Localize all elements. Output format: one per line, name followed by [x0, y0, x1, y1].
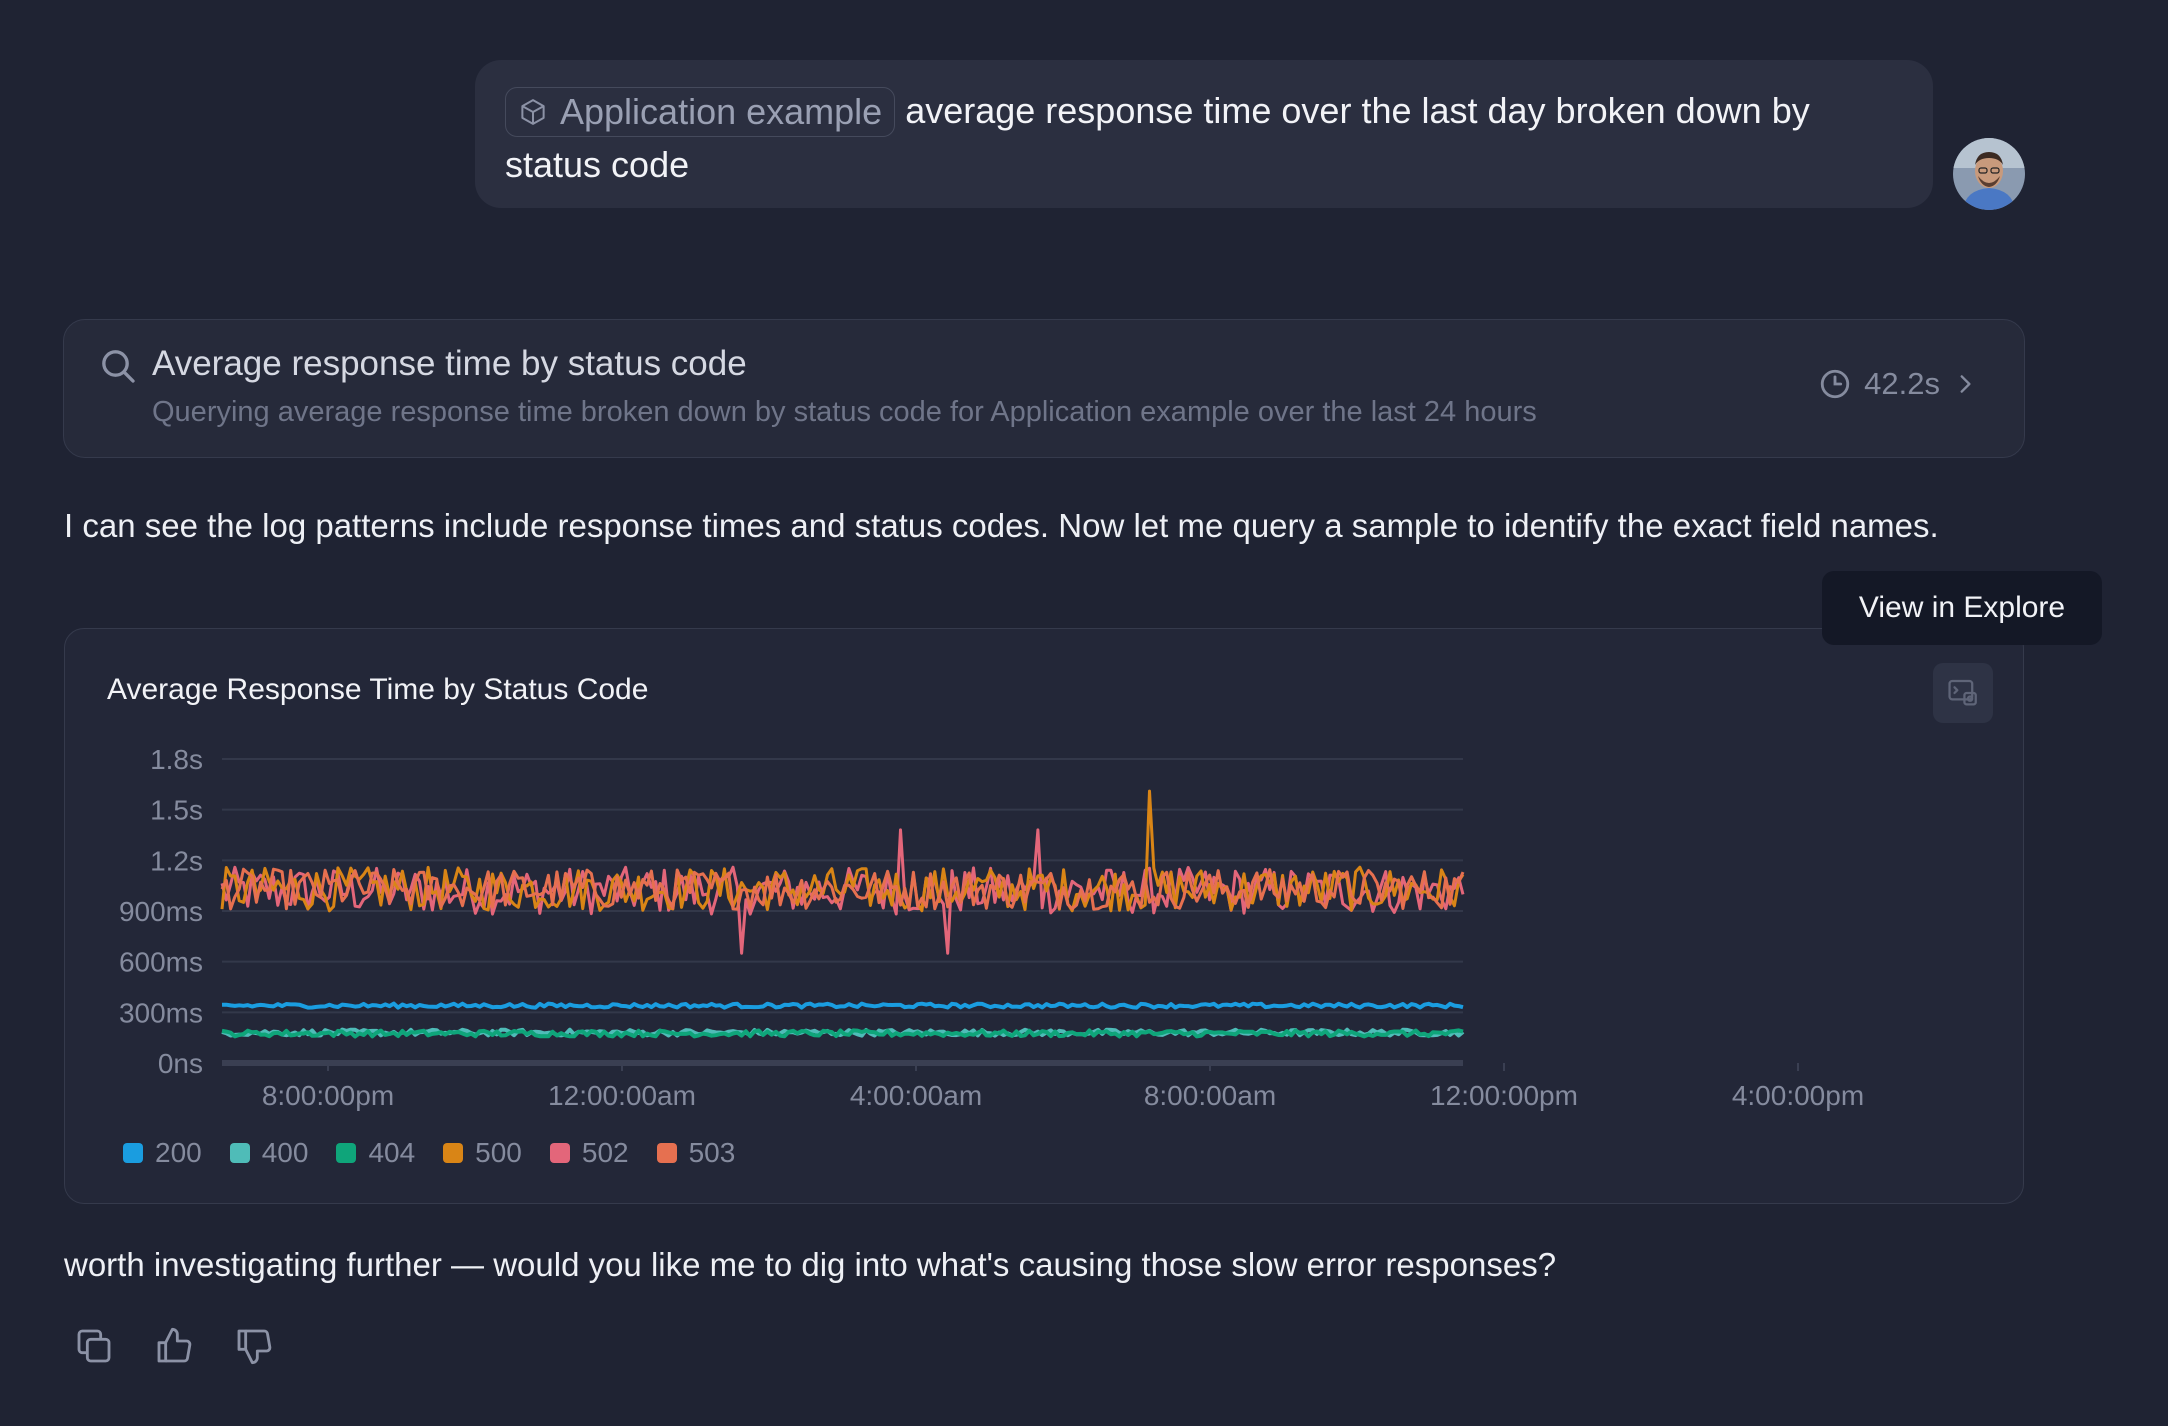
- legend-swatch: [443, 1143, 464, 1163]
- legend-swatch: [123, 1143, 143, 1163]
- app-chip-label: Application example: [560, 91, 883, 132]
- y-tick-label: 1.8s: [150, 744, 203, 775]
- query-subtitle: Querying average response time broken do…: [152, 396, 1537, 428]
- user-message-text: average response time over the last day …: [505, 90, 1810, 185]
- view-in-explore-button[interactable]: [1933, 663, 1993, 723]
- legend-swatch: [656, 1143, 677, 1163]
- copy-icon[interactable]: [74, 1326, 114, 1366]
- legend-label: 503: [688, 1137, 736, 1168]
- view-in-explore-tooltip: View in Explore: [1822, 571, 2102, 645]
- feedback-actions: [74, 1326, 274, 1366]
- clock-icon: [1820, 369, 1850, 399]
- assistant-message: I can see the log patterns include respo…: [64, 507, 1939, 544]
- x-tick-label: 4:00:00am: [850, 1080, 982, 1111]
- y-tick-label: 0ns: [158, 1048, 203, 1079]
- legend-item-200[interactable]: 200: [123, 1137, 202, 1169]
- query-title: Average response time by status code: [152, 344, 747, 383]
- user-message-bubble: Application example average response tim…: [475, 60, 1933, 208]
- legend-swatch: [336, 1143, 357, 1163]
- x-tick-label: 8:00:00am: [1144, 1080, 1276, 1111]
- thumbs-down-icon[interactable]: [234, 1326, 274, 1366]
- query-duration[interactable]: 42.2s: [1818, 366, 1978, 402]
- y-tick-label: 300ms: [119, 997, 203, 1028]
- legend-item-500[interactable]: 500: [443, 1137, 522, 1169]
- response-time-chart: 0ns 300ms 600ms 900ms 1.2s 1.5s 1.8s 8:00:00pm 1…: [119, 744, 1864, 1111]
- user-avatar: [1953, 138, 2025, 210]
- search-icon: [102, 350, 135, 383]
- app-context-chip[interactable]: Application example: [505, 87, 896, 137]
- chevron-right-icon: [1960, 375, 1971, 393]
- y-tick-label: 900ms: [119, 896, 203, 927]
- legend-item-502[interactable]: 502: [549, 1137, 629, 1169]
- series-line-200: [221, 1001, 1464, 1010]
- legend-swatch: [229, 1143, 250, 1163]
- legend-label: 400: [261, 1137, 309, 1168]
- x-tick-label: 4:00:00pm: [1732, 1080, 1864, 1111]
- chart-card: Average Response Time by Status Code 0ns…: [64, 628, 2024, 1204]
- thumbs-up-icon[interactable]: [154, 1326, 194, 1366]
- y-tick-label: 1.2s: [150, 845, 203, 876]
- assistant-followup: worth investigating further — would you …: [64, 1246, 1557, 1283]
- series-line-404: [221, 1028, 1464, 1039]
- legend-label: 500: [475, 1137, 522, 1168]
- legend-label: 200: [155, 1137, 202, 1168]
- x-tick-label: 8:00:00pm: [262, 1080, 394, 1111]
- legend-item-503[interactable]: 503: [656, 1137, 736, 1169]
- legend-swatch: [549, 1143, 570, 1163]
- y-tick-label: 1.5s: [150, 795, 203, 826]
- chart-legend: 200 400 404 500 502 503: [123, 1137, 735, 1169]
- y-tick-label: 600ms: [119, 947, 203, 978]
- chart-title: Average Response Time by Status Code: [107, 673, 649, 706]
- legend-item-404[interactable]: 404: [336, 1137, 415, 1169]
- x-tick-label: 12:00:00am: [548, 1080, 696, 1111]
- query-card[interactable]: Average response time by status code Que…: [63, 319, 2025, 458]
- explore-icon: [1948, 679, 1977, 706]
- legend-label: 404: [368, 1137, 416, 1168]
- x-tick-label: 12:00:00pm: [1430, 1080, 1578, 1111]
- cube-icon: [521, 99, 545, 125]
- legend-label: 502: [581, 1137, 629, 1168]
- legend-item-400[interactable]: 400: [229, 1137, 309, 1169]
- series-line-503: [220, 867, 1465, 911]
- duration-label: 42.2s: [1864, 366, 1940, 401]
